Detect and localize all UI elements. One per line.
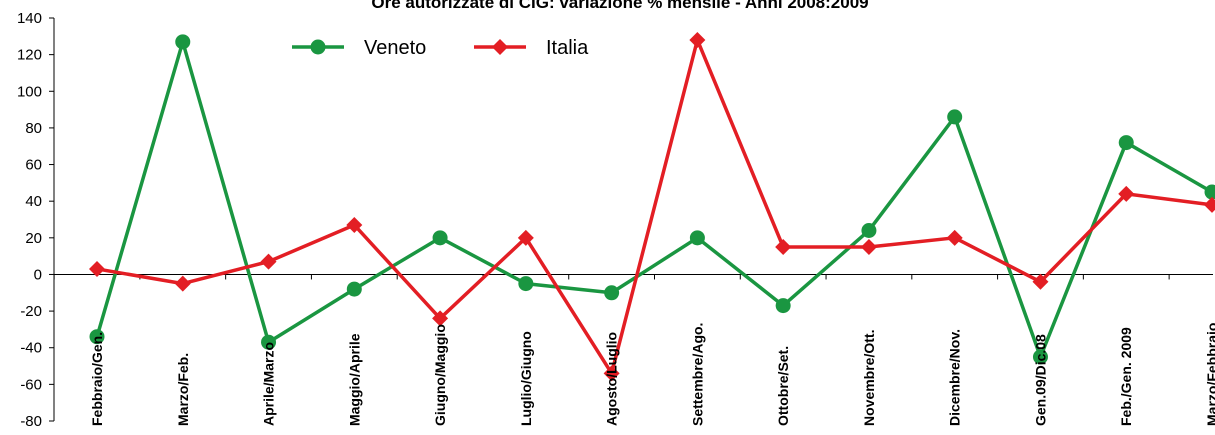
x-tick-label: Gen.09/Dic.08 [1032,334,1048,426]
point-veneto [1204,184,1215,200]
y-tick-label: 80 [25,120,42,137]
point-veneto [604,285,620,301]
legend-marker-italia [492,39,508,55]
point-veneto [1118,135,1134,151]
y-tick-label: 100 [17,83,42,100]
legend-label-italia: Italia [546,37,589,59]
x-tick-label: Marzo/Febbraio [1204,323,1215,426]
point-italia [174,275,191,292]
point-italia [432,310,449,327]
point-veneto [518,276,534,292]
point-italia [946,229,963,246]
point-veneto [175,34,191,50]
point-veneto [947,109,963,125]
y-tick-label: 40 [25,193,42,210]
legend-marker-veneto [310,39,326,55]
legend: Veneto Italia [292,37,589,59]
chart-title: Ore autorizzate di CIG: variazione % men… [371,0,868,12]
y-tick-label: 120 [17,47,42,64]
x-tick-label: Feb./Gen. 2009 [1118,327,1134,426]
point-italia [689,31,706,48]
point-italia [775,238,792,255]
point-italia [1204,196,1215,213]
y-tick-label: -20 [20,303,42,320]
series-line-veneto [95,40,1213,359]
point-veneto [89,329,105,345]
point-italia [1118,185,1135,202]
series-layer [89,31,1215,382]
point-italia [860,238,877,255]
x-tick-label: Agosto/Luglio [604,332,620,426]
y-tick-label: 60 [25,157,42,174]
x-tick-label: Aprile/Marzo [261,342,277,426]
point-veneto [346,281,362,297]
y-tick-label: 140 [17,10,42,27]
point-veneto [689,230,705,246]
point-veneto [261,334,277,350]
point-italia [89,260,105,277]
x-tick-label: Maggio/Aprile [346,333,362,426]
point-veneto [1032,349,1048,365]
point-italia [1032,273,1049,290]
x-tick-label: Settembre/Ago. [689,323,705,426]
point-italia [260,253,277,270]
point-veneto [775,298,791,314]
y-tick-label: 0 [34,266,42,283]
y-tick-label: -40 [20,340,42,357]
x-tick-labels: Febbraio/Gen. Marzo/Feb. Aprile/Marzo Maggi… [89,323,1215,426]
axes: 140 120 100 80 60 40 20 0 -20 -40 -60 -80 [17,10,1213,430]
y-tick-label: -60 [20,376,42,393]
x-tick-label: Ottobre/Set. [775,346,791,426]
series-line-italia [96,38,1213,376]
x-tick-label: Dicembre/Nov. [947,329,963,426]
y-tick-label: 20 [25,230,42,247]
y-tick-label: -80 [20,413,42,430]
legend-label-veneto: Veneto [364,37,426,59]
x-tick-label: Novembre/Ott. [861,330,877,426]
point-veneto [861,222,877,238]
x-tick-label: Marzo/Feb. [175,353,191,426]
x-tick-label: Febbraio/Gen. [89,332,105,426]
point-italia [517,229,534,246]
x-tick-label: Giugno/Maggio [432,324,448,426]
point-italia [346,216,363,233]
point-veneto [432,230,448,246]
x-tick-label: Luglio/Giugno [518,331,534,426]
point-italia [603,365,620,382]
